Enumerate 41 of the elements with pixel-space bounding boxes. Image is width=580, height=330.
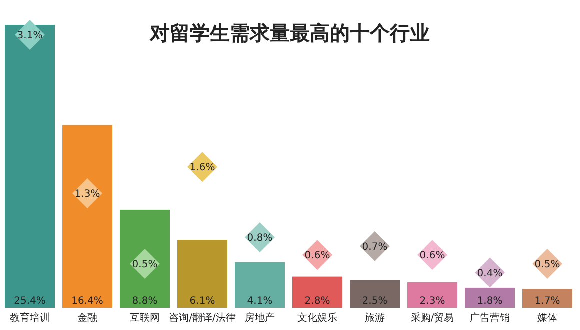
x-tick-label: 金融 [78,312,98,324]
data-label: 6.1% [190,296,216,307]
data-label: 1.7% [534,296,560,307]
data-label: 8.8% [132,296,158,307]
data-label: 0.5% [132,259,158,270]
bar [292,276,342,308]
bar [408,282,458,308]
x-tick-label: 采购/贸易 [410,312,454,324]
chart-title: 对留学生需求量最高的十个行业 [149,21,430,45]
x-tick-label: 教育培训 [10,312,50,324]
data-label: 0.7% [362,242,388,253]
data-label: 25.4% [14,296,46,307]
data-label: 16.4% [72,296,104,307]
x-tick-label: 旅游 [365,312,385,324]
bar [350,280,400,308]
bar [178,240,228,308]
bar [5,25,55,308]
data-label: 1.8% [477,296,503,307]
data-label: 0.6% [304,250,330,262]
data-label: 1.3% [74,189,100,200]
bar [465,288,515,308]
data-label: 0.8% [247,233,273,244]
data-label: 2.3% [420,296,446,307]
x-tick-label: 文化娱乐 [298,312,338,324]
data-label: 0.4% [477,268,503,280]
bar [120,210,170,308]
x-tick-label: 媒体 [538,312,558,324]
bar [522,289,572,308]
data-label: 3.1% [17,30,43,42]
bar [235,262,285,308]
bar [62,125,112,308]
data-label: 4.1% [247,296,273,307]
data-label: 2.5% [362,296,388,307]
data-label: 0.6% [420,250,446,262]
x-tick-label: 咨询/翻译/法律 [169,312,236,324]
x-tick-label: 房地产 [245,312,275,324]
x-tick-label: 互联网 [130,312,160,324]
data-label: 0.5% [534,259,560,270]
data-label: 2.8% [304,296,330,307]
data-label: 1.6% [190,162,216,174]
x-tick-label: 广告营销 [470,312,510,324]
